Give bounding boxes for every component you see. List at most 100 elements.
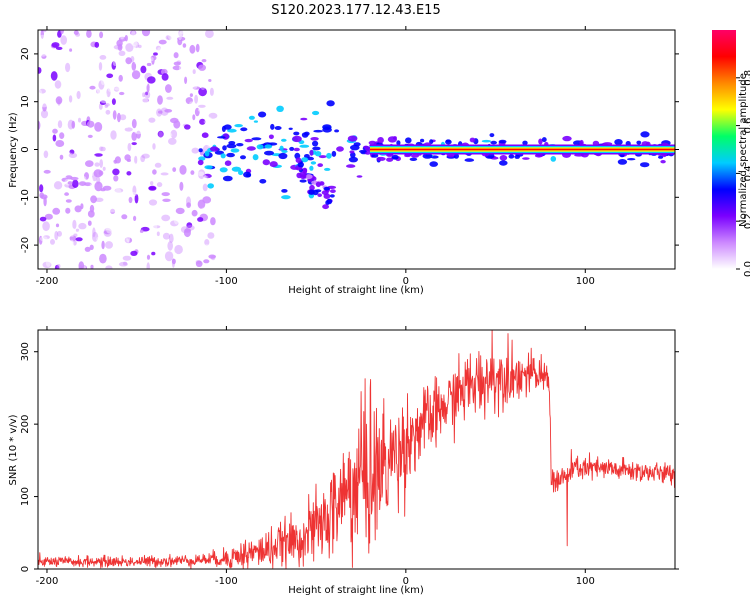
- spectrogram-cell: [197, 72, 204, 81]
- spectrogram-cell: [109, 204, 117, 211]
- spectrogram-cell: [252, 154, 259, 161]
- spectrogram-cell: [38, 89, 43, 99]
- spectrogram-cell: [73, 30, 79, 35]
- y-tick-label: 200: [20, 415, 31, 434]
- spectrogram-cell: [279, 145, 284, 151]
- spectrogram-cell: [167, 175, 171, 185]
- spectrogram-cell: [70, 176, 79, 181]
- spectrogram-cell: [99, 100, 107, 105]
- spectrogram-cell: [160, 172, 169, 176]
- spectrogram-cell: [108, 208, 117, 213]
- spectrogram-cell: [40, 109, 49, 119]
- spectrogram-cell: [200, 207, 207, 212]
- spectrogram-cell: [158, 110, 163, 114]
- spectrogram-cell: [243, 184, 249, 188]
- spectrogram-cell: [167, 241, 173, 251]
- spectrogram-cell: [281, 251, 285, 255]
- spectrogram-cell: [99, 31, 104, 39]
- spectrogram-cell: [112, 110, 117, 120]
- spectrogram-cell: [347, 135, 358, 142]
- spectrogram-cell: [190, 170, 195, 175]
- y-tick-label: 10: [20, 95, 31, 108]
- spectrogram-cell: [122, 244, 130, 249]
- spectrogram-cell: [38, 235, 43, 245]
- spectrogram-cell: [132, 87, 140, 94]
- spectrogram-cell: [78, 117, 81, 123]
- spectrogram-cell: [65, 62, 71, 73]
- spectrogram-cell: [61, 35, 71, 46]
- spectrogram-cell: [93, 158, 100, 168]
- spectrogram-cell: [195, 43, 200, 53]
- spectrogram-cell: [346, 127, 353, 131]
- y-tick-label: -10: [20, 189, 31, 205]
- spectrogram-cell: [130, 56, 135, 63]
- spectrogram-cell: [157, 198, 162, 207]
- spectrogram-cell: [153, 52, 158, 56]
- spectrogram-cell: [118, 230, 125, 239]
- spectrogram-cell: [162, 198, 171, 202]
- spectrogram-cell: [245, 173, 252, 178]
- spectrogram-cell: [101, 41, 107, 52]
- spectrogram-cell: [160, 107, 169, 116]
- spectrogram-cell: [166, 96, 174, 100]
- spectrogram-cell: [65, 199, 72, 203]
- spectrogram-cell: [133, 41, 140, 49]
- spectrogram-cell: [153, 225, 161, 229]
- spectrogram-cell: [125, 124, 129, 129]
- spectrogram-cell: [121, 214, 128, 220]
- spectrogram-cell: [206, 132, 215, 140]
- spectrogram-cell: [266, 180, 272, 187]
- spectrogram-cell: [404, 154, 411, 158]
- spectrogram-cell: [131, 70, 141, 80]
- spectrogram-cell: [77, 40, 83, 45]
- spectrogram-cell: [171, 74, 181, 82]
- spectrogram-cell: [173, 231, 178, 239]
- spectrogram-cell: [67, 181, 73, 185]
- spectrogram-cell: [87, 60, 92, 70]
- spectrogram-cell: [48, 67, 55, 73]
- spectrogram-cell: [281, 243, 285, 248]
- spectrogram-cell: [660, 160, 666, 164]
- spectrogram-cell: [206, 84, 214, 90]
- spectrogram-cell: [278, 152, 288, 160]
- spectrogram-cell: [40, 194, 48, 200]
- spectrogram-cell: [195, 260, 202, 264]
- spectrogram-cell: [391, 154, 399, 160]
- spectrogram-cell: [340, 167, 346, 171]
- spectrogram-cell: [299, 144, 310, 148]
- spectrogram-cell: [65, 137, 69, 146]
- spectrogram-image: [38, 30, 675, 269]
- spectrogram-cell: [199, 118, 206, 125]
- spectrogram-cell: [89, 244, 94, 250]
- spectrogram-cell: [326, 198, 333, 205]
- spectrogram-cell: [107, 84, 113, 92]
- spectrogram-cell: [78, 181, 87, 187]
- spectrogram-cell: [312, 110, 320, 116]
- spectrogram-cell: [135, 96, 143, 106]
- spectrogram-cell: [305, 246, 309, 252]
- spectrogram-cell: [499, 155, 508, 161]
- spectrogram-cell: [60, 30, 64, 34]
- spectrogram-cell: [323, 186, 330, 191]
- spectrogram-cell: [268, 134, 274, 140]
- spectrogram-cell: [348, 156, 358, 163]
- spectrogram-cell: [131, 30, 136, 40]
- spectrogram-cell: [83, 254, 87, 260]
- spectrogram-cell: [101, 146, 110, 153]
- snr-x-label: Height of straight line (km): [288, 585, 424, 596]
- spectrogram-cell: [43, 169, 51, 174]
- spectrogram-cell: [78, 222, 87, 230]
- spectrogram-cell: [156, 231, 160, 237]
- spectrogram-cell: [203, 120, 208, 124]
- spectrogram-cell: [265, 103, 271, 110]
- spectrogram-cell: [259, 202, 264, 209]
- spectrogram-cell: [175, 233, 181, 239]
- spectrogram-cell: [208, 79, 212, 82]
- spectrogram-cell: [602, 142, 613, 146]
- spectrogram-cell: [187, 75, 195, 81]
- spectrogram-cell: [99, 55, 107, 60]
- spectrogram-cell: [143, 81, 148, 87]
- spectrogram-cell: [39, 184, 44, 193]
- spectrogram-cell: [140, 97, 149, 106]
- x-tick-label: 0: [403, 576, 409, 587]
